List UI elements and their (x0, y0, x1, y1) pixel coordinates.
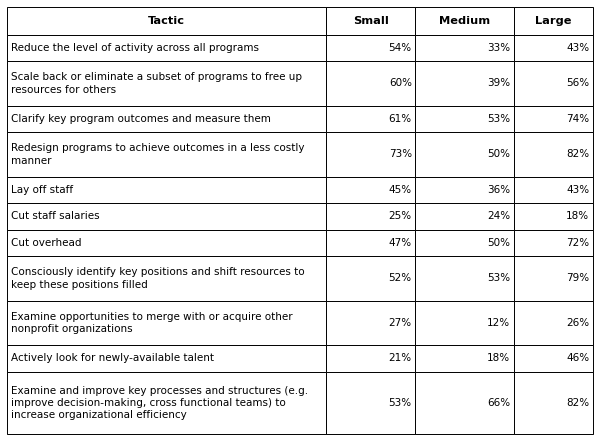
Text: 27%: 27% (389, 318, 412, 328)
Bar (415, 345, 514, 372)
Text: 12%: 12% (487, 318, 510, 328)
Text: 79%: 79% (566, 273, 589, 283)
Bar (7, 372, 326, 434)
Text: Cut staff salaries: Cut staff salaries (11, 211, 100, 221)
Bar (7, 203, 326, 230)
Text: Medium: Medium (439, 15, 490, 26)
Bar (7, 301, 326, 345)
Bar (326, 132, 415, 177)
Text: Examine opportunities to merge with or acquire other
nonprofit organizations: Examine opportunities to merge with or a… (11, 312, 293, 334)
Bar (7, 345, 326, 372)
Text: Consciously identify key positions and shift resources to
keep these positions f: Consciously identify key positions and s… (11, 267, 305, 289)
Bar (326, 345, 415, 372)
Bar (415, 372, 514, 434)
Text: 47%: 47% (389, 238, 412, 248)
Bar (514, 345, 593, 372)
Text: Scale back or eliminate a subset of programs to free up
resources for others: Scale back or eliminate a subset of prog… (11, 72, 302, 95)
Text: 45%: 45% (389, 185, 412, 195)
Bar (326, 301, 415, 345)
Text: 74%: 74% (566, 114, 589, 124)
Bar (415, 177, 514, 203)
Text: Lay off staff: Lay off staff (11, 185, 74, 195)
Text: 18%: 18% (566, 211, 589, 221)
Bar (514, 132, 593, 177)
Bar (7, 230, 326, 256)
Bar (415, 203, 514, 230)
Text: 53%: 53% (389, 398, 412, 408)
Text: Actively look for newly-available talent: Actively look for newly-available talent (11, 353, 214, 363)
Text: 46%: 46% (566, 353, 589, 363)
Bar (326, 35, 415, 61)
Text: 39%: 39% (487, 78, 510, 88)
Bar (415, 7, 514, 35)
Bar (415, 230, 514, 256)
Bar (326, 61, 415, 106)
Bar (415, 301, 514, 345)
Bar (415, 61, 514, 106)
Bar (514, 203, 593, 230)
Text: Clarify key program outcomes and measure them: Clarify key program outcomes and measure… (11, 114, 271, 124)
Bar (7, 106, 326, 132)
Bar (7, 132, 326, 177)
Text: 82%: 82% (566, 149, 589, 160)
Text: 61%: 61% (389, 114, 412, 124)
Bar (514, 177, 593, 203)
Text: Tactic: Tactic (148, 15, 185, 26)
Bar (326, 372, 415, 434)
Text: Redesign programs to achieve outcomes in a less costly
manner: Redesign programs to achieve outcomes in… (11, 143, 305, 166)
Bar (514, 35, 593, 61)
Text: Large: Large (535, 15, 572, 26)
Text: 43%: 43% (566, 185, 589, 195)
Bar (415, 132, 514, 177)
Bar (7, 256, 326, 301)
Text: 24%: 24% (487, 211, 510, 221)
Bar (326, 256, 415, 301)
Text: Reduce the level of activity across all programs: Reduce the level of activity across all … (11, 43, 259, 53)
Bar (326, 106, 415, 132)
Bar (415, 35, 514, 61)
Bar (326, 230, 415, 256)
Text: 73%: 73% (389, 149, 412, 160)
Bar (7, 35, 326, 61)
Text: 50%: 50% (487, 238, 510, 248)
Text: 53%: 53% (487, 273, 510, 283)
Bar (514, 106, 593, 132)
Text: 66%: 66% (487, 398, 510, 408)
Text: 53%: 53% (487, 114, 510, 124)
Text: 33%: 33% (487, 43, 510, 53)
Text: 56%: 56% (566, 78, 589, 88)
Bar (7, 7, 326, 35)
Bar (326, 203, 415, 230)
Text: 25%: 25% (389, 211, 412, 221)
Text: Small: Small (353, 15, 389, 26)
Text: Cut overhead: Cut overhead (11, 238, 82, 248)
Bar (514, 7, 593, 35)
Text: Examine and improve key processes and structures (e.g.
improve decision-making, : Examine and improve key processes and st… (11, 385, 308, 420)
Text: 72%: 72% (566, 238, 589, 248)
Text: 60%: 60% (389, 78, 412, 88)
Text: 50%: 50% (487, 149, 510, 160)
Bar (415, 256, 514, 301)
Bar (514, 301, 593, 345)
Bar (514, 372, 593, 434)
Bar (514, 230, 593, 256)
Text: 82%: 82% (566, 398, 589, 408)
Bar (326, 7, 415, 35)
Text: 52%: 52% (389, 273, 412, 283)
Bar (7, 61, 326, 106)
Bar (7, 177, 326, 203)
Bar (326, 177, 415, 203)
Text: 54%: 54% (389, 43, 412, 53)
Text: 21%: 21% (389, 353, 412, 363)
Text: 26%: 26% (566, 318, 589, 328)
Bar (514, 256, 593, 301)
Text: 18%: 18% (487, 353, 510, 363)
Bar (415, 106, 514, 132)
Text: 43%: 43% (566, 43, 589, 53)
Text: 36%: 36% (487, 185, 510, 195)
Bar (514, 61, 593, 106)
